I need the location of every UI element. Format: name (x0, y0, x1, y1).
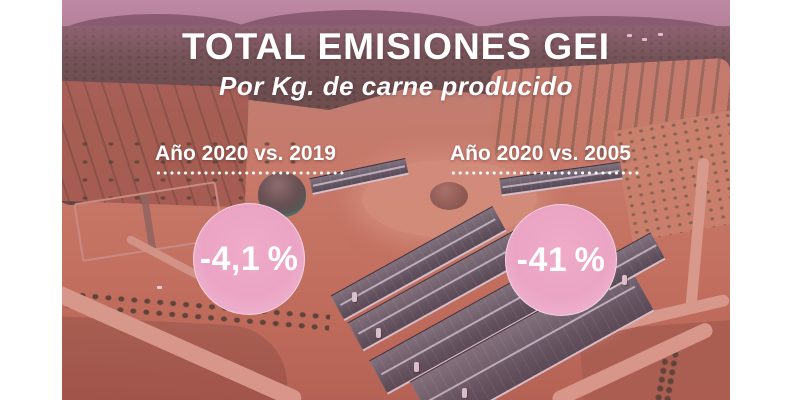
page-title: TOTAL EMISIONES GEI (181, 26, 611, 67)
page-subtitle: Por Kg. de carne producido (219, 71, 573, 101)
feed-silo (462, 388, 467, 398)
haze (62, 26, 730, 56)
feed-silo (414, 362, 419, 372)
stat-heading-2005: Año 2020 vs. 2005 (450, 142, 642, 175)
farm-barn (499, 161, 623, 197)
aerial-farm-photo: TOTAL EMISIONES GEI Por Kg. de carne pro… (62, 0, 730, 400)
feed-silo (376, 328, 381, 338)
dotted-separator (155, 171, 347, 175)
stat-heading-label: Año 2020 vs. 2019 (155, 142, 336, 165)
stat-circle-2005: -41 % (505, 204, 617, 316)
stat-heading-label: Año 2020 vs. 2005 (450, 142, 631, 165)
feed-silo (622, 275, 627, 285)
stat-heading-2019: Año 2020 vs. 2019 (155, 142, 347, 175)
vehicle-speck (157, 286, 162, 289)
building-speck (627, 34, 632, 37)
stat-circle-2019: -4,1 % (193, 203, 305, 315)
feed-silo (352, 292, 357, 302)
building-speck (658, 33, 663, 36)
olive-orchard (613, 110, 730, 242)
building-speck (642, 38, 647, 41)
storage-dome (430, 182, 468, 210)
stat-value: -4,1 % (199, 239, 299, 278)
stat-value: -41 % (516, 240, 606, 279)
dotted-separator (450, 171, 642, 175)
